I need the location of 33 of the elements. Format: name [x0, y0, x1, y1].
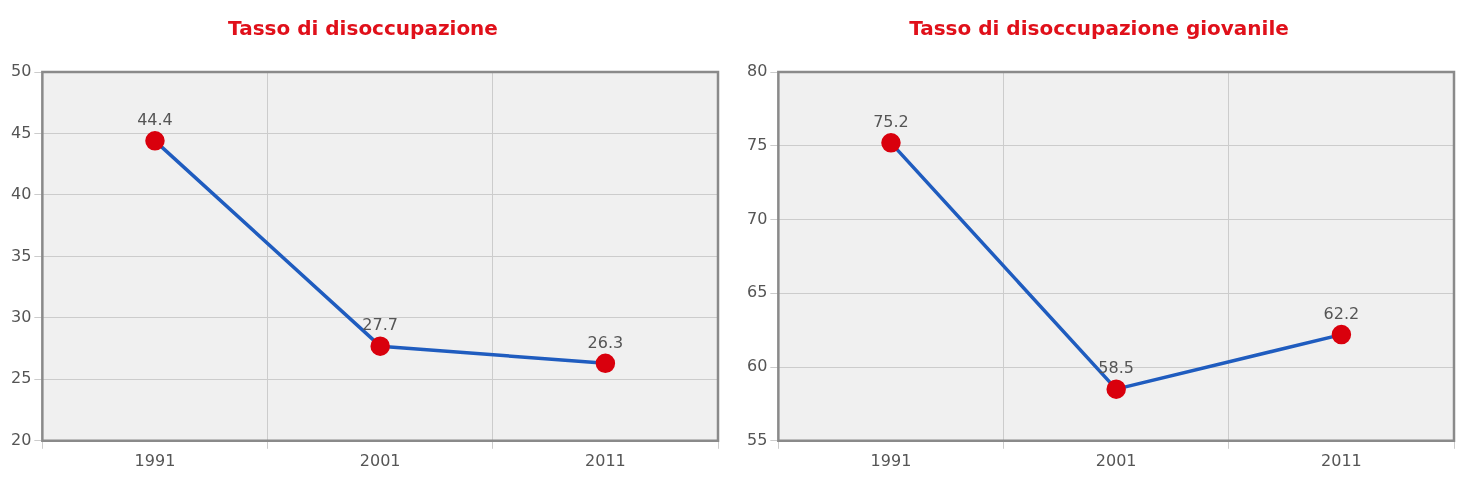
- data-label: 62.2: [1323, 303, 1360, 323]
- y-tick-label: 70: [747, 208, 768, 228]
- y-tick-label: 60: [747, 356, 768, 376]
- point: [1106, 379, 1126, 399]
- x-tick-label: 2001: [1095, 450, 1137, 470]
- y-tick-label: 50: [11, 61, 32, 81]
- point: [1331, 324, 1352, 345]
- chart-title: Tasso di disoccupazione: [228, 16, 498, 41]
- point: [595, 353, 616, 374]
- y-tick-label: 65: [747, 282, 768, 302]
- x-tick-label: 1991: [870, 450, 912, 470]
- x-tick-label: 2011: [585, 450, 626, 470]
- x-tick-label: 2001: [359, 450, 401, 470]
- y-tick-label: 25: [11, 368, 32, 388]
- chart-title: Tasso di disoccupazione giovanile: [909, 16, 1289, 41]
- x-tick-label: 1991: [134, 450, 176, 470]
- point: [370, 336, 390, 356]
- y-tick-label: 35: [11, 245, 32, 265]
- data-label: 44.4: [137, 110, 173, 129]
- x-tick-label: 2011: [1321, 450, 1362, 470]
- point: [881, 133, 901, 153]
- data-label: 58.5: [1098, 358, 1134, 378]
- data-label: 26.3: [587, 332, 624, 352]
- data-label: 75.2: [873, 111, 909, 131]
- data-label: 27.7: [362, 315, 398, 335]
- y-tick-label: 45: [11, 122, 32, 142]
- y-tick-label: 75: [747, 134, 768, 154]
- point: [145, 131, 165, 151]
- y-tick-label: 20: [11, 429, 32, 449]
- y-tick-label: 80: [747, 61, 768, 81]
- y-tick-label: 40: [11, 184, 32, 204]
- y-tick-label: 55: [747, 429, 768, 449]
- y-tick-label: 30: [11, 307, 32, 327]
